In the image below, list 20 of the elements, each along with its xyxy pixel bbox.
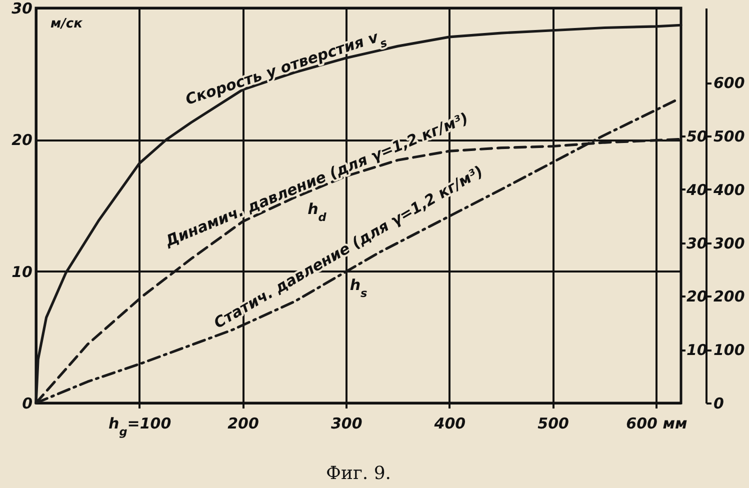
y-tick-label: 0 [22, 394, 32, 412]
y-tick-label: 10 [12, 262, 32, 281]
x-tick-label: 600 мм [626, 414, 688, 432]
y-axis-title: м/ск [50, 16, 84, 32]
y2-tick-label: 600 [714, 74, 745, 92]
x-tick-label: 400 [433, 414, 466, 432]
y-tick-label: 30 [12, 0, 32, 18]
y2-tick-label: 0 [714, 394, 724, 412]
y2-tick-label: 100 [714, 341, 745, 360]
y2-tick-label: 300 [714, 234, 745, 252]
annotation: h$_{s}$ [350, 276, 368, 300]
y-tick-label: 20 [12, 131, 32, 150]
y2-tick-label: 400 [712, 180, 745, 199]
x-tick-label: 300 [330, 414, 362, 432]
x-tick-label: 200 [228, 414, 259, 432]
x-tick-label: h$_{g}$=100 [108, 414, 172, 438]
y2-tick-label: 200 [714, 288, 745, 306]
x-tick-label: 500 [538, 414, 569, 432]
text: Фиг. 9. [326, 463, 391, 484]
y2-tick-label: 500 [714, 128, 745, 146]
